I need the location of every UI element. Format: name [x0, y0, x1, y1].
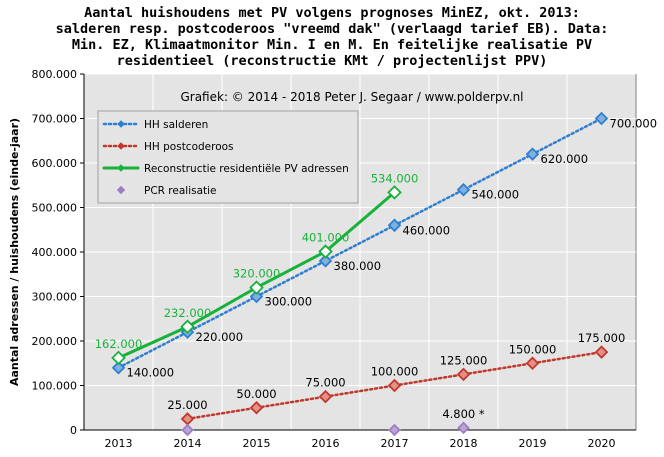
- data-labels-layer: 140.000 220.000 300.000 380.000 460.000 540.0…: [95, 117, 657, 421]
- x-tick-label: 2015: [243, 437, 271, 450]
- y-tick-label: 600.000: [32, 157, 78, 170]
- data-point-postcoderoos: [456, 367, 471, 382]
- y-axis-label: Aantal adressen / huishoudens (einde-jaa…: [8, 118, 21, 386]
- data-point-salderen: [318, 254, 333, 268]
- y-tick-label: 400.000: [32, 246, 78, 259]
- data-point-salderen: [249, 289, 264, 304]
- data-label-salderen: 140.000: [127, 366, 175, 380]
- legend-marker-postcoderoos: [117, 142, 125, 150]
- x-tick-label: 2020: [588, 437, 616, 450]
- data-label-salderen: 300.000: [265, 295, 313, 309]
- data-point-pcr: [457, 421, 470, 435]
- x-tick-label: 2018: [450, 437, 478, 450]
- data-label-postcoderoos: 100.000: [371, 365, 419, 379]
- data-label-salderen: 220.000: [196, 330, 244, 344]
- legend-label-reconstructie: Reconstructie residentiële PV adressen: [144, 163, 349, 175]
- data-point-reconstructie: [111, 350, 126, 366]
- data-point-salderen: [594, 111, 609, 126]
- x-tick-label: 2013: [105, 437, 133, 450]
- x-tick-label: 2017: [381, 437, 409, 450]
- data-point-pcr: [181, 423, 194, 437]
- y-tick-label: 700.000: [32, 113, 78, 126]
- data-label-postcoderoos: 50.000: [236, 387, 276, 401]
- data-point-salderen: [387, 218, 402, 233]
- data-point-reconstructie: [249, 280, 264, 295]
- data-label-postcoderoos: 75.000: [305, 376, 345, 390]
- data-point-reconstructie: [318, 244, 333, 259]
- chart-title: Aantal huishoudens met PV volgens progno…: [56, 5, 609, 69]
- x-tick-label: 2016: [312, 437, 340, 450]
- y-tick-label: 500.000: [32, 202, 78, 215]
- data-label-salderen: 700.000: [610, 117, 658, 131]
- series-line-salderen: [117, 117, 603, 369]
- data-label-pcr: 4.800 *: [442, 407, 485, 421]
- data-point-reconstructie: [387, 185, 402, 200]
- legend-label-pcr: PCR realisatie: [144, 185, 217, 197]
- legend-marker-pcr: [116, 185, 126, 195]
- data-label-salderen: 620.000: [541, 152, 589, 166]
- data-point-reconstructie: [180, 319, 195, 335]
- x-axis-ticks: 2013 2014 2015 2016 2017 2018 2019 2020: [83, 74, 636, 450]
- data-label-salderen: 380.000: [334, 259, 382, 273]
- chart-title-line-2: salderen resp. postcoderoos "vreemd dak"…: [56, 21, 609, 37]
- data-label-postcoderoos: 175.000: [578, 331, 626, 345]
- data-point-postcoderoos: [318, 389, 333, 404]
- legend-label-postcoderoos: HH postcoderoos: [144, 141, 234, 153]
- legend-box: [97, 110, 359, 204]
- y-tick-label: 800.000: [32, 68, 78, 81]
- y-tick-label: 300.000: [32, 291, 78, 304]
- chart-title-line-3: Min. EZ, Klimaatmonitor Min. I en M. En …: [72, 37, 592, 53]
- y-tick-label: 200.000: [32, 335, 78, 348]
- series-layer: [111, 111, 609, 437]
- data-label-salderen: 540.000: [472, 188, 520, 202]
- data-label-reconstructie: 320.000: [233, 267, 281, 281]
- y-tick-label: 0: [70, 424, 77, 437]
- data-point-salderen: [525, 147, 540, 161]
- data-point-salderen: [111, 360, 126, 375]
- legend-marker-reconstructie: [117, 164, 125, 172]
- chart-title-line-1: Aantal huishoudens met PV volgens progno…: [84, 5, 580, 21]
- chart-credit: Grafiek: © 2014 - 2018 Peter J. Segaar /…: [180, 90, 523, 104]
- data-label-postcoderoos: 150.000: [509, 342, 557, 356]
- x-tick-label: 2019: [519, 437, 547, 450]
- legend-marker-salderen: [117, 120, 125, 128]
- data-label-reconstructie: 232.000: [164, 306, 212, 320]
- legend: HH salderen HH postcoderoos Reconstructie …: [97, 110, 359, 204]
- y-axis-ticks: 0 100.000 200.000 300.000 400.000 500.000 600.…: [32, 68, 84, 437]
- legend-label-salderen: HH salderen: [144, 119, 208, 131]
- data-point-postcoderoos: [594, 345, 609, 359]
- data-label-salderen: 460.000: [403, 223, 451, 237]
- data-label-postcoderoos: 125.000: [440, 353, 488, 367]
- data-point-postcoderoos: [387, 378, 402, 393]
- x-tick-label: 2014: [174, 437, 202, 450]
- data-label-reconstructie: 534.000: [371, 171, 419, 185]
- data-point-postcoderoos: [525, 356, 540, 371]
- data-point-pcr: [388, 423, 401, 437]
- data-label-postcoderoos: 25.000: [167, 398, 207, 412]
- data-point-salderen: [456, 182, 471, 197]
- chart-title-line-4: residentieel (reconstructie KMt / projec…: [117, 53, 548, 69]
- data-label-reconstructie: 162.000: [95, 337, 143, 351]
- data-label-reconstructie: 401.000: [302, 231, 350, 245]
- y-tick-label: 100.000: [32, 380, 78, 393]
- data-point-postcoderoos: [249, 400, 264, 415]
